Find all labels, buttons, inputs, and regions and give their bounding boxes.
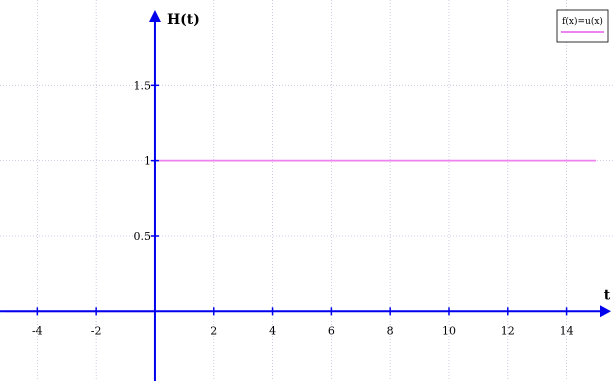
y-axis-arrow <box>148 10 161 22</box>
y-tick-label: 1 <box>144 155 151 168</box>
y-tick-label: 0.5 <box>133 230 151 243</box>
x-axis-arrow <box>600 305 611 318</box>
axes <box>0 10 611 381</box>
legend-box <box>556 9 609 43</box>
x-tick-label: 10 <box>442 324 456 337</box>
ticks: -4 -2 2 4 6 8 10 12 14 0.5 1 1.5 <box>32 79 574 337</box>
y-axis-label: H(t) <box>167 12 200 28</box>
x-tick-label: -2 <box>91 324 102 337</box>
x-tick-label: 6 <box>328 324 335 337</box>
x-tick-label: 12 <box>501 324 515 337</box>
y-tick-label: 1.5 <box>133 79 151 92</box>
x-tick-label: 8 <box>387 324 394 337</box>
x-tick-label: 4 <box>269 324 276 337</box>
x-tick-label: 2 <box>210 324 217 337</box>
x-tick-label: -4 <box>32 324 43 337</box>
x-tick-label: 14 <box>560 324 574 337</box>
x-axis-label: t <box>604 287 611 303</box>
legend-entry-label: f(x)=u(x) <box>562 16 603 27</box>
legend: f(x)=u(x) <box>556 9 609 43</box>
